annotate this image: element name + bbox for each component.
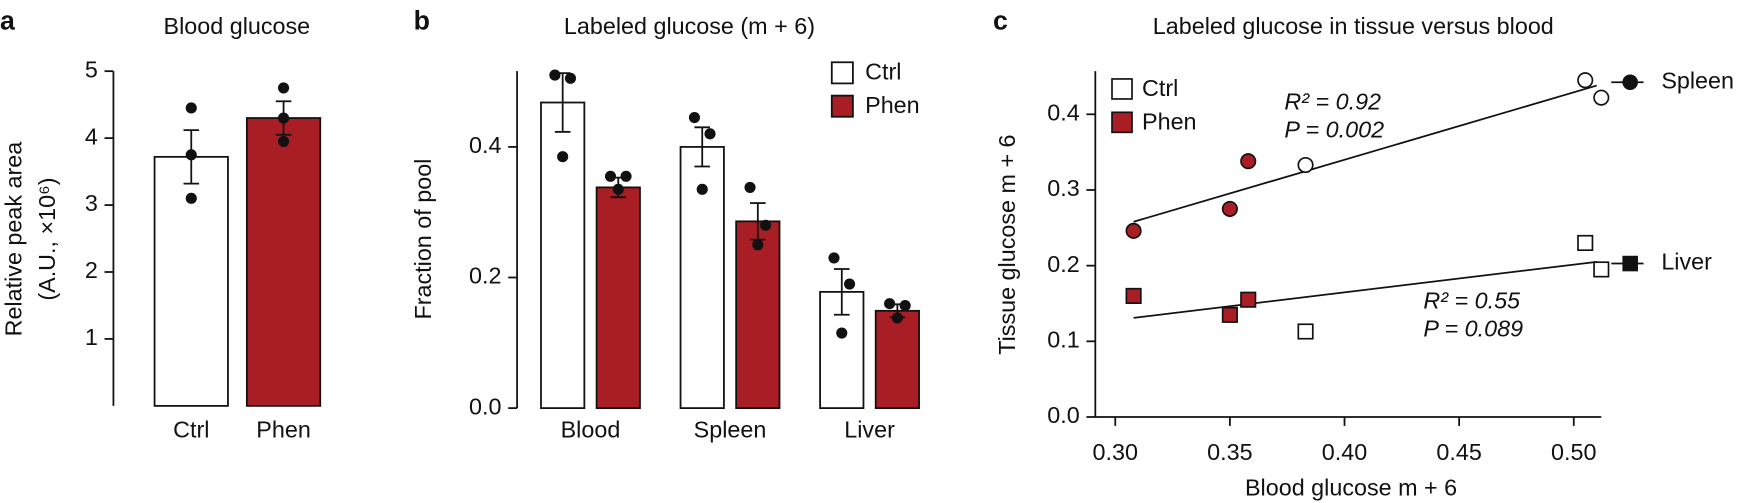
data-point (564, 72, 577, 84)
data-point (1125, 222, 1142, 239)
legend-label: Ctrl (1142, 75, 1178, 101)
y-tick-label: 4 (85, 123, 98, 149)
x-tick-label: Blood (561, 417, 621, 443)
x-tick-label: Spleen (694, 417, 767, 443)
data-point (278, 82, 290, 94)
y-axis-label: (A.U., ×10⁶) (34, 178, 60, 301)
data-point (899, 300, 911, 312)
fit-line (1133, 84, 1597, 223)
y-tick-label: 0.0 (1047, 402, 1079, 428)
x-axis-label: Blood glucose m + 6 (1245, 474, 1457, 500)
legend-swatch (1111, 78, 1133, 100)
panel-letter: c (993, 5, 1008, 35)
data-point (278, 112, 290, 124)
group-marker (1622, 74, 1638, 91)
data-point (1125, 287, 1142, 304)
x-tick-label: 0.40 (1322, 439, 1367, 465)
data-point (884, 298, 896, 310)
x-tick-label: 0.35 (1207, 439, 1252, 465)
y-tick-label: 3 (85, 190, 98, 216)
chart-title: Labeled glucose (m + 6) (564, 13, 815, 39)
data-point (1577, 72, 1594, 89)
data-point (185, 149, 197, 161)
data-point (185, 102, 197, 114)
x-tick-label: 0.45 (1436, 439, 1481, 465)
legend-label: Phen (865, 92, 920, 118)
chart-title: Labeled glucose in tissue versus blood (1153, 13, 1554, 39)
data-point (1240, 291, 1257, 308)
annotation: R² = 0.92 (1284, 89, 1381, 115)
legend-label: Phen (1142, 109, 1197, 135)
annotation: P = 0.002 (1284, 116, 1384, 142)
y-tick-label: 2 (85, 257, 98, 283)
y-tick-label: 0.4 (469, 132, 501, 158)
group-label: Liver (1661, 249, 1712, 275)
data-point (1240, 153, 1257, 170)
data-point (744, 181, 756, 193)
data-point (844, 278, 856, 290)
panel-letter: b (414, 5, 430, 35)
chart-title: Blood glucose (164, 13, 311, 39)
annotation: P = 0.089 (1423, 315, 1523, 341)
data-point (891, 312, 903, 324)
panel-letter: a (0, 5, 15, 35)
legend-swatch (830, 94, 854, 118)
data-point (704, 128, 716, 140)
y-tick-label: 0.4 (1047, 99, 1079, 125)
fit-line (1133, 260, 1597, 319)
bar (595, 186, 641, 409)
y-tick-label: 1 (85, 324, 98, 350)
y-tick-label: 0.2 (469, 263, 501, 289)
data-point (612, 183, 624, 195)
x-tick-label: Liver (844, 417, 895, 443)
x-tick-label: 0.50 (1551, 439, 1596, 465)
y-tick-label: 0.3 (1047, 175, 1079, 201)
x-tick-label: 0.30 (1093, 439, 1138, 465)
data-point (696, 183, 708, 195)
y-tick-label: 0.2 (1047, 251, 1079, 277)
x-tick-label: Ctrl (173, 417, 209, 443)
data-point (1221, 200, 1238, 217)
bar (735, 220, 781, 409)
data-point (1593, 89, 1610, 106)
legend-label: Ctrl (865, 59, 901, 85)
data-point (1297, 323, 1314, 340)
group-marker (1622, 255, 1638, 272)
y-tick-label: 0.1 (1047, 326, 1079, 352)
data-point (1577, 234, 1594, 252)
data-point (1221, 306, 1238, 323)
data-point (836, 327, 848, 339)
data-point (185, 192, 197, 204)
data-point (688, 111, 701, 124)
figure-body: a Blood glucose Relative peak area (A.U., ×… (0, 5, 1734, 500)
y-tick-label: 0.0 (469, 393, 501, 419)
data-point (278, 135, 290, 148)
data-point (549, 69, 561, 81)
data-point (828, 252, 840, 264)
data-point (760, 219, 772, 231)
x-tick-label: Phen (256, 417, 311, 443)
annotation: R² = 0.55 (1423, 288, 1521, 314)
bar (245, 117, 322, 407)
legend-swatch (830, 61, 854, 85)
y-axis-label: Fraction of pool (410, 159, 436, 320)
y-tick-label: 5 (85, 56, 98, 82)
data-point (752, 239, 764, 251)
data-point (620, 170, 632, 182)
y-axis-label: Relative peak area (1, 142, 27, 337)
legend-swatch (1111, 111, 1133, 134)
data-point (604, 170, 617, 182)
data-point (1593, 261, 1610, 278)
data-point (557, 151, 569, 163)
bar (540, 101, 586, 409)
y-axis-label: Tissue glucose m + 6 (994, 134, 1020, 354)
group-label: Spleen (1661, 67, 1734, 93)
data-point (1297, 156, 1314, 174)
bar (874, 309, 920, 409)
